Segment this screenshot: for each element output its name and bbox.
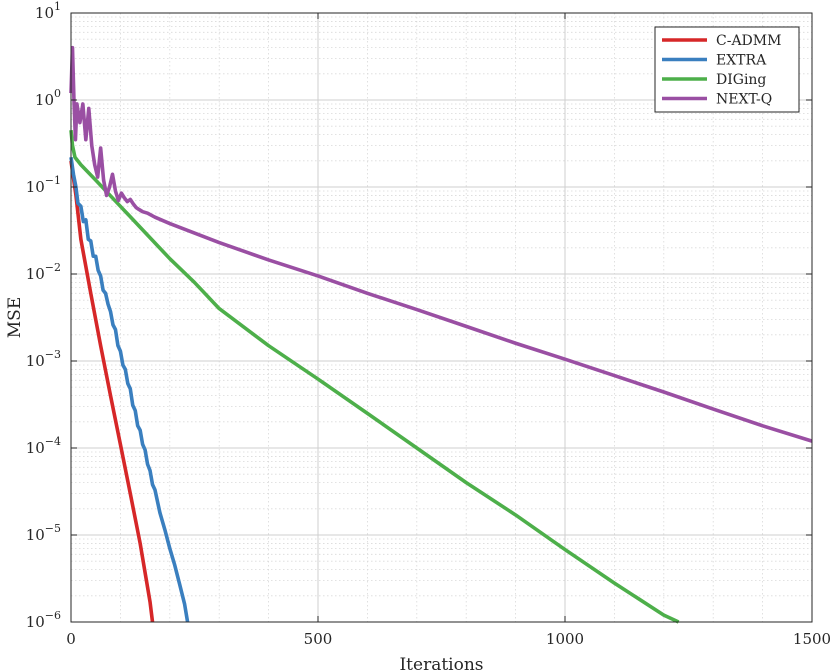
y-tick-label: 10−3 [26,348,61,370]
tick-marks [70,12,813,623]
legend-label: DIGing [716,72,766,88]
y-tick-label: 10−6 [26,609,61,631]
y-tick-label: 10−1 [26,174,61,196]
x-tick-label: 1000 [546,630,584,648]
y-axis-label: MSE [5,297,25,338]
x-axis-label: Iterations [399,655,483,672]
y-tick-label: 10−2 [26,261,61,283]
legend-label: NEXT-Q [716,92,772,108]
series-layer [69,45,813,624]
series-line-diging [69,129,680,624]
x-tick-label: 0 [66,630,76,648]
y-tick-labels: 101 100 10−1 10−2 10−3 10−4 10−5 10−6 [26,0,61,631]
legend-label: C-ADMM [716,33,781,49]
legend-label: EXTRA [716,53,767,69]
series-line-next-q [69,45,813,443]
plot-frame [70,12,813,623]
y-tick-label: 10−5 [26,522,61,544]
series-line-c-admm [69,160,155,623]
y-tick-label: 100 [35,87,61,109]
y-tick-label: 101 [35,0,61,22]
x-tick-label: 500 [304,630,333,648]
x-tick-labels: 0 500 1000 1500 [66,630,830,648]
minor-grid [71,13,812,622]
series-line-extra [69,156,190,623]
legend: C-ADMM EXTRA DIGing NEXT-Q [654,26,800,113]
x-tick-label: 1500 [793,630,830,648]
y-tick-label: 10−4 [26,435,61,457]
